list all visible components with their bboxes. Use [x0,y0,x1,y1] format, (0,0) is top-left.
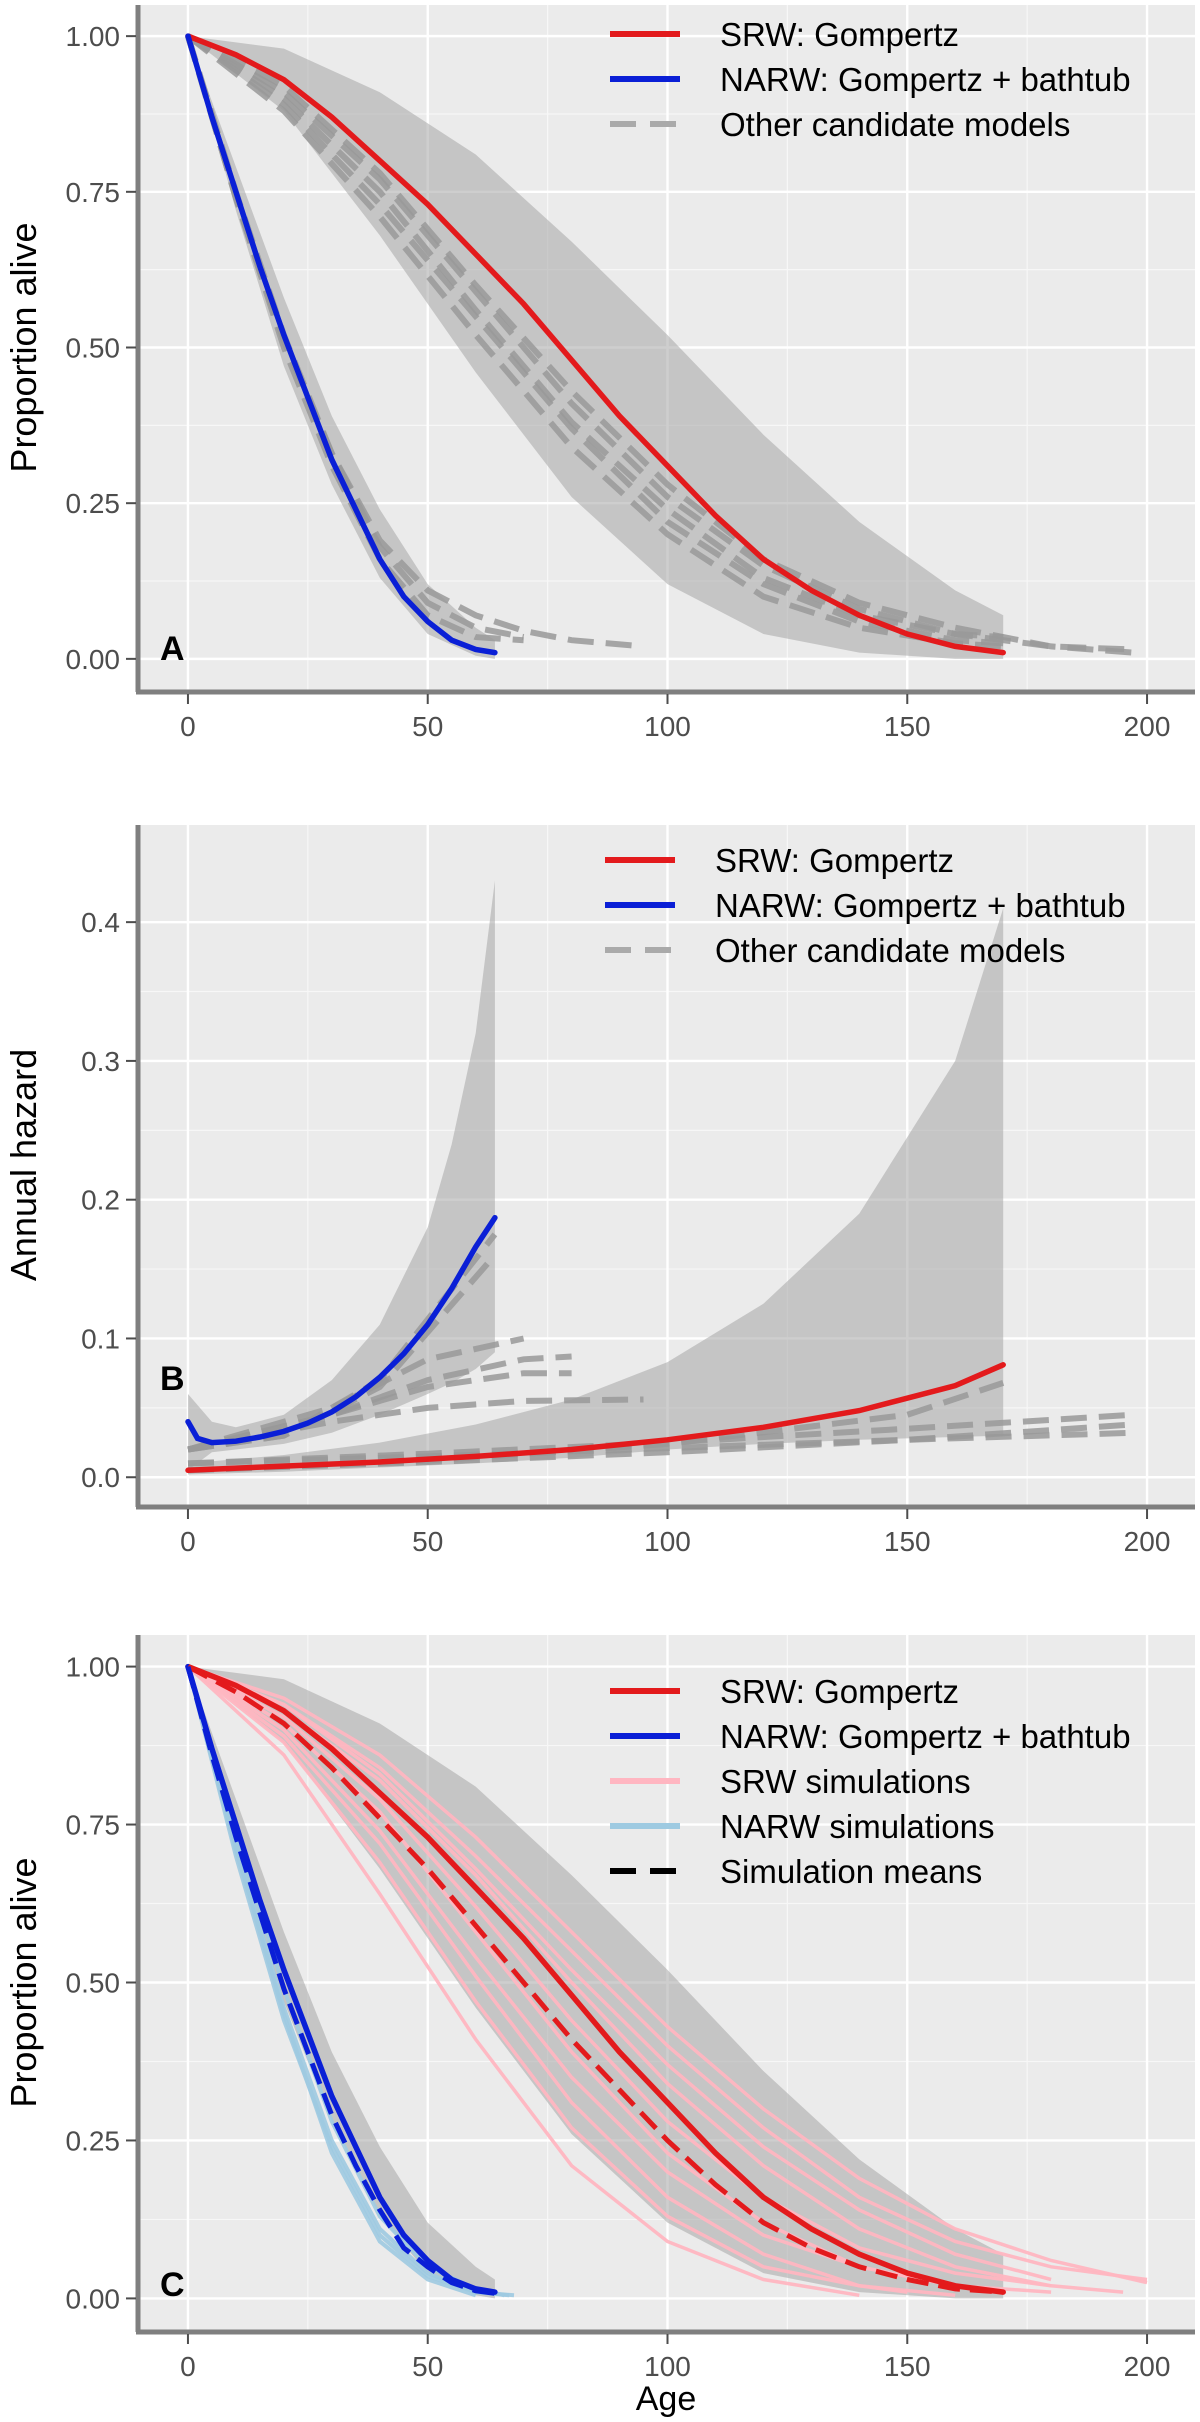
srw-simulation-line [187,1664,1148,2282]
srw-simulation-line [186,1665,908,2294]
candidate-model-line [186,33,1133,653]
x-tick-label: 150 [884,711,931,742]
y-tick-label: 1.00 [66,1652,121,1683]
legend-label: NARW: Gompertz + bathtub [720,1718,1131,1755]
candidate-model-line [187,1370,572,1453]
series-line [185,33,498,656]
simulation-mean-line [186,1664,1004,2295]
confidence-band [188,880,495,1471]
panel-label: A [160,630,185,668]
series-line [185,1214,498,1446]
legend-label: SRW: Gompertz [720,16,959,53]
y-tick-label: 0.0 [81,1462,120,1493]
confidence-band [188,908,1004,1475]
srw-simulation-line [186,1665,860,2298]
legend-label: SRW: Gompertz [720,1673,959,1710]
legend-label: Other candidate models [715,932,1065,969]
y-tick-label: 0.25 [66,2125,121,2156]
candidate-model-line [186,33,1133,656]
y-tick-label: 0.1 [81,1323,120,1354]
legend-label: NARW: Gompertz + bathtub [720,61,1131,98]
y-tick-label: 0.25 [66,488,121,519]
y-tick-label: 0.75 [66,1810,121,1841]
candidate-model-line [186,33,1004,647]
x-tick-label: 200 [1124,711,1171,742]
srw-simulation-line [187,1664,1148,2285]
x-tick-label: 50 [412,1526,443,1557]
srw-simulation-line [186,1665,956,2298]
y-tick-label: 0.3 [81,1046,120,1077]
x-tick-label: 200 [1124,1526,1171,1557]
y-axis-label: Proportion alive [3,222,44,472]
y-axis-label: Proportion alive [3,1857,44,2107]
legend-label: NARW: Gompertz + bathtub [715,887,1126,924]
legend-label: NARW simulations [720,1808,994,1845]
legend-label: SRW: Gompertz [715,842,954,879]
x-tick-label: 100 [644,1526,691,1557]
x-tick-label: 150 [884,1526,931,1557]
y-tick-label: 0.50 [66,333,121,364]
y-tick-label: 1.00 [66,21,121,52]
y-tick-label: 0.50 [66,1968,121,1999]
x-tick-label: 0 [180,711,196,742]
legend-label: Other candidate models [720,106,1070,143]
legend-label: SRW simulations [720,1763,971,1800]
x-axis-label: Age [636,2380,697,2418]
candidate-model-line [185,35,525,641]
y-tick-label: 0.2 [81,1185,120,1216]
narw-simulation-line [186,1666,477,2298]
candidate-model-line [186,33,1004,641]
x-tick-label: 50 [412,711,443,742]
y-tick-label: 0.00 [66,644,121,675]
series-line [185,1663,498,2295]
x-tick-label: 100 [644,711,691,742]
y-axis-label: Annual hazard [3,1049,44,1281]
x-tick-label: 50 [412,2351,443,2382]
candidate-model-line [187,1335,525,1453]
panel-c: 0.00 0.25 0.50 0.75 1.00 0 50 100 150 200 Proporti… [3,1635,1195,2382]
srw-simulation-line [187,1664,1052,2282]
y-tick-label: 0.75 [66,177,121,208]
confidence-band [188,36,1004,659]
x-tick-label: 0 [180,1526,196,1557]
series-line [185,1663,1006,2295]
x-tick-label: 100 [644,2351,691,2382]
candidate-model-line [187,1429,1133,1467]
x-tick-label: 200 [1124,2351,1171,2382]
x-tick-label: 0 [180,2351,196,2382]
x-tick-label: 150 [884,2351,931,2382]
series-line [185,33,1006,656]
panel-b: 0.0 0.1 0.2 0.3 0.4 0 50 100 150 200 Annual hazard… [3,825,1195,1557]
srw-simulation-line [187,1665,1124,2294]
series-line [185,1362,1006,1474]
y-tick-label: 0.00 [66,2283,121,2314]
panel-a: 0.00 0.25 0.50 0.75 1.00 0 50 100 150 200 Proporti… [3,5,1195,742]
y-tick-label: 0.4 [81,907,120,938]
simulation-mean-line [185,1665,496,2296]
legend-label: Simulation means [720,1853,982,1890]
panel-label: C [160,2266,185,2304]
panel-label: B [160,1360,185,1398]
